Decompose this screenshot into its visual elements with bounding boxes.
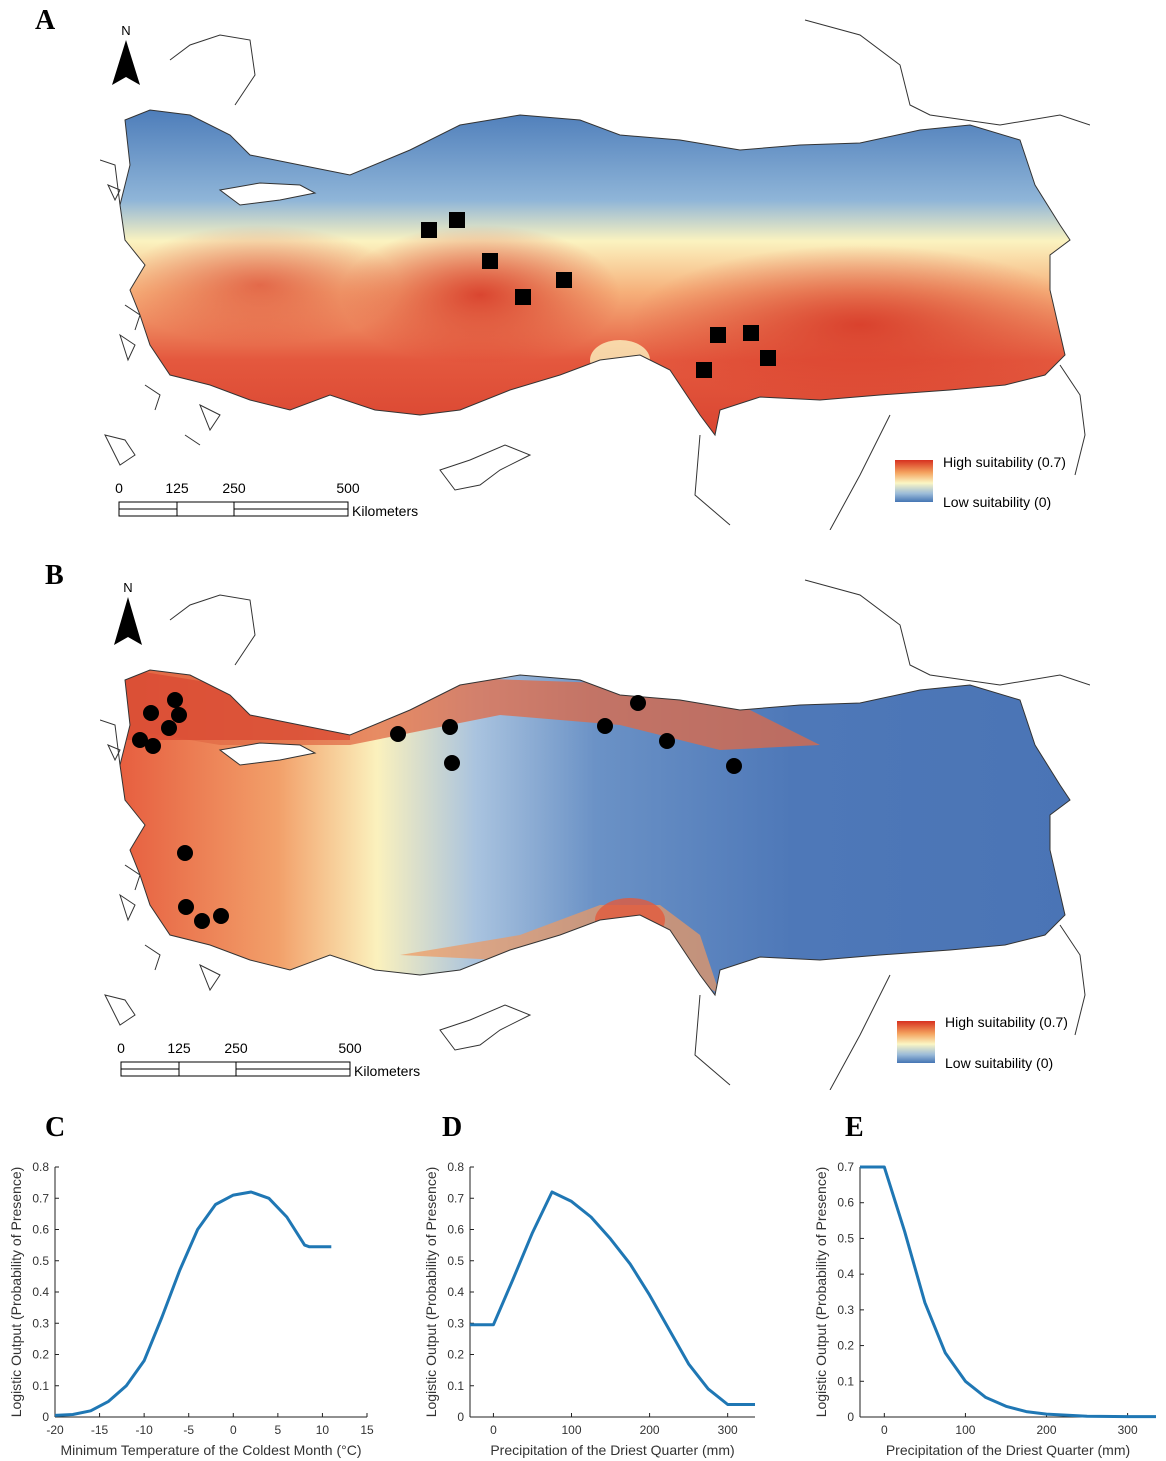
svg-text:500: 500 xyxy=(336,480,360,496)
y-tick-label: 0.2 xyxy=(447,1348,464,1362)
x-tick-label: 10 xyxy=(316,1423,330,1437)
svg-text:High suitability (0.7): High suitability (0.7) xyxy=(945,1014,1068,1030)
svg-text:0: 0 xyxy=(115,480,123,496)
suitability-map-a: N 0 125 250 500 Kilometers High suitabil… xyxy=(100,19,1090,530)
svg-text:500: 500 xyxy=(338,1040,362,1056)
north-label: N xyxy=(123,580,132,595)
legend-a: High suitability (0.7) Low suitability (… xyxy=(895,454,1066,510)
svg-text:Kilometers: Kilometers xyxy=(354,1063,420,1079)
svg-text:0: 0 xyxy=(117,1040,125,1056)
y-tick-label: 0.6 xyxy=(32,1223,49,1237)
x-tick-label: 100 xyxy=(561,1423,581,1437)
x-axis-label: Precipitation of the Driest Quarter (mm) xyxy=(886,1442,1130,1458)
y-axis-label: Logistic Output (Probability of Presence… xyxy=(8,1167,24,1418)
y-tick-label: 0.7 xyxy=(447,1191,464,1205)
y-tick-label: 0.7 xyxy=(837,1160,854,1174)
panel-letter-d: D xyxy=(442,1112,463,1143)
x-tick-label: -20 xyxy=(46,1423,64,1437)
x-tick-label: 15 xyxy=(360,1423,374,1437)
response-curve-e: 0 0.1 0.2 0.3 0.4 0.5 0.6 0.7 0 100 200 300 Precipit… xyxy=(813,1160,1157,1458)
scale-bar-a: 0 125 250 500 Kilometers xyxy=(115,480,418,519)
svg-text:250: 250 xyxy=(222,480,246,496)
panel-letter-a: A xyxy=(35,5,56,36)
svg-text:125: 125 xyxy=(167,1040,191,1056)
response-curve-line xyxy=(860,1165,1156,1419)
response-curve-d: 0 0.1 0.2 0.3 0.4 0.5 0.6 0.7 0.8 0 100 200 300 Preci… xyxy=(423,1160,756,1458)
x-tick-label: 300 xyxy=(718,1423,738,1437)
panel-letter-b: B xyxy=(45,560,64,591)
x-tick-label: 0 xyxy=(490,1423,497,1437)
y-tick-label: 0.4 xyxy=(837,1267,854,1281)
y-tick-label: 0.3 xyxy=(32,1316,49,1330)
occurrence-markers-b xyxy=(132,692,742,929)
svg-text:125: 125 xyxy=(165,480,189,496)
svg-text:Low suitability (0): Low suitability (0) xyxy=(945,1055,1053,1071)
y-tick-label: 0.2 xyxy=(32,1348,49,1362)
legend-b: High suitability (0.7) Low suitability (… xyxy=(897,1014,1068,1071)
y-tick-label: 0.4 xyxy=(447,1285,464,1299)
y-tick-label: 0 xyxy=(847,1410,854,1424)
y-tick-label: 0.2 xyxy=(837,1339,854,1353)
response-curve-line xyxy=(470,1190,755,1406)
y-tick-label: 0.4 xyxy=(32,1285,49,1299)
scale-bar-b: 0 125 250 500 Kilometers xyxy=(117,1040,420,1079)
x-tick-label: 300 xyxy=(1118,1423,1138,1437)
y-tick-label: 0.8 xyxy=(447,1160,464,1174)
y-tick-label: 0.6 xyxy=(837,1196,854,1210)
y-tick-label: 0.6 xyxy=(447,1223,464,1237)
panel-letter-c: C xyxy=(45,1112,66,1143)
y-tick-label: 0.5 xyxy=(837,1231,854,1245)
y-tick-label: 0 xyxy=(457,1410,464,1424)
x-tick-label: -15 xyxy=(91,1423,109,1437)
y-tick-label: 0.1 xyxy=(447,1379,464,1393)
x-tick-label: 200 xyxy=(640,1423,660,1437)
response-curve-line xyxy=(54,1190,332,1417)
svg-text:Kilometers: Kilometers xyxy=(352,503,418,519)
x-tick-label: -5 xyxy=(183,1423,194,1437)
svg-text:High suitability (0.7): High suitability (0.7) xyxy=(943,454,1066,470)
x-tick-label: 0 xyxy=(881,1423,888,1437)
x-tick-label: -10 xyxy=(135,1423,153,1437)
x-axis-label: Precipitation of the Driest Quarter (mm) xyxy=(490,1442,734,1458)
north-arrow-icon xyxy=(114,597,142,645)
y-tick-label: 0.8 xyxy=(32,1160,49,1174)
suitability-map-b: N 0 125 250 500 Kilometers High suitabil xyxy=(100,579,1090,1090)
panel-letter-e: E xyxy=(845,1112,864,1143)
north-arrow-icon xyxy=(112,40,140,85)
x-axis-label: Minimum Temperature of the Coldest Month… xyxy=(60,1442,361,1458)
y-tick-label: 0.3 xyxy=(837,1303,854,1317)
y-tick-label: 0.5 xyxy=(447,1254,464,1268)
y-tick-label: 0.5 xyxy=(32,1254,49,1268)
y-tick-label: 0.7 xyxy=(32,1191,49,1205)
response-curve-c: 0 0.1 0.2 0.3 0.4 0.5 0.6 0.7 0.8 -20 -15 -10 -5 0 5 10… xyxy=(8,1160,374,1458)
x-tick-label: 5 xyxy=(275,1423,282,1437)
north-label: N xyxy=(121,23,130,38)
x-tick-label: 100 xyxy=(955,1423,975,1437)
svg-text:Low suitability (0): Low suitability (0) xyxy=(943,494,1051,510)
y-axis-label: Logistic Output (Probability of Presence… xyxy=(423,1167,439,1418)
y-tick-label: 0.1 xyxy=(837,1374,854,1388)
y-tick-label: 0.1 xyxy=(32,1379,49,1393)
x-tick-label: 200 xyxy=(1037,1423,1057,1437)
y-axis-label: Logistic Output (Probability of Presence… xyxy=(813,1167,829,1418)
y-tick-label: 0 xyxy=(42,1410,49,1424)
y-tick-label: 0.3 xyxy=(447,1316,464,1330)
occurrence-markers-a xyxy=(421,212,776,378)
svg-text:250: 250 xyxy=(224,1040,248,1056)
x-tick-label: 0 xyxy=(230,1423,237,1437)
